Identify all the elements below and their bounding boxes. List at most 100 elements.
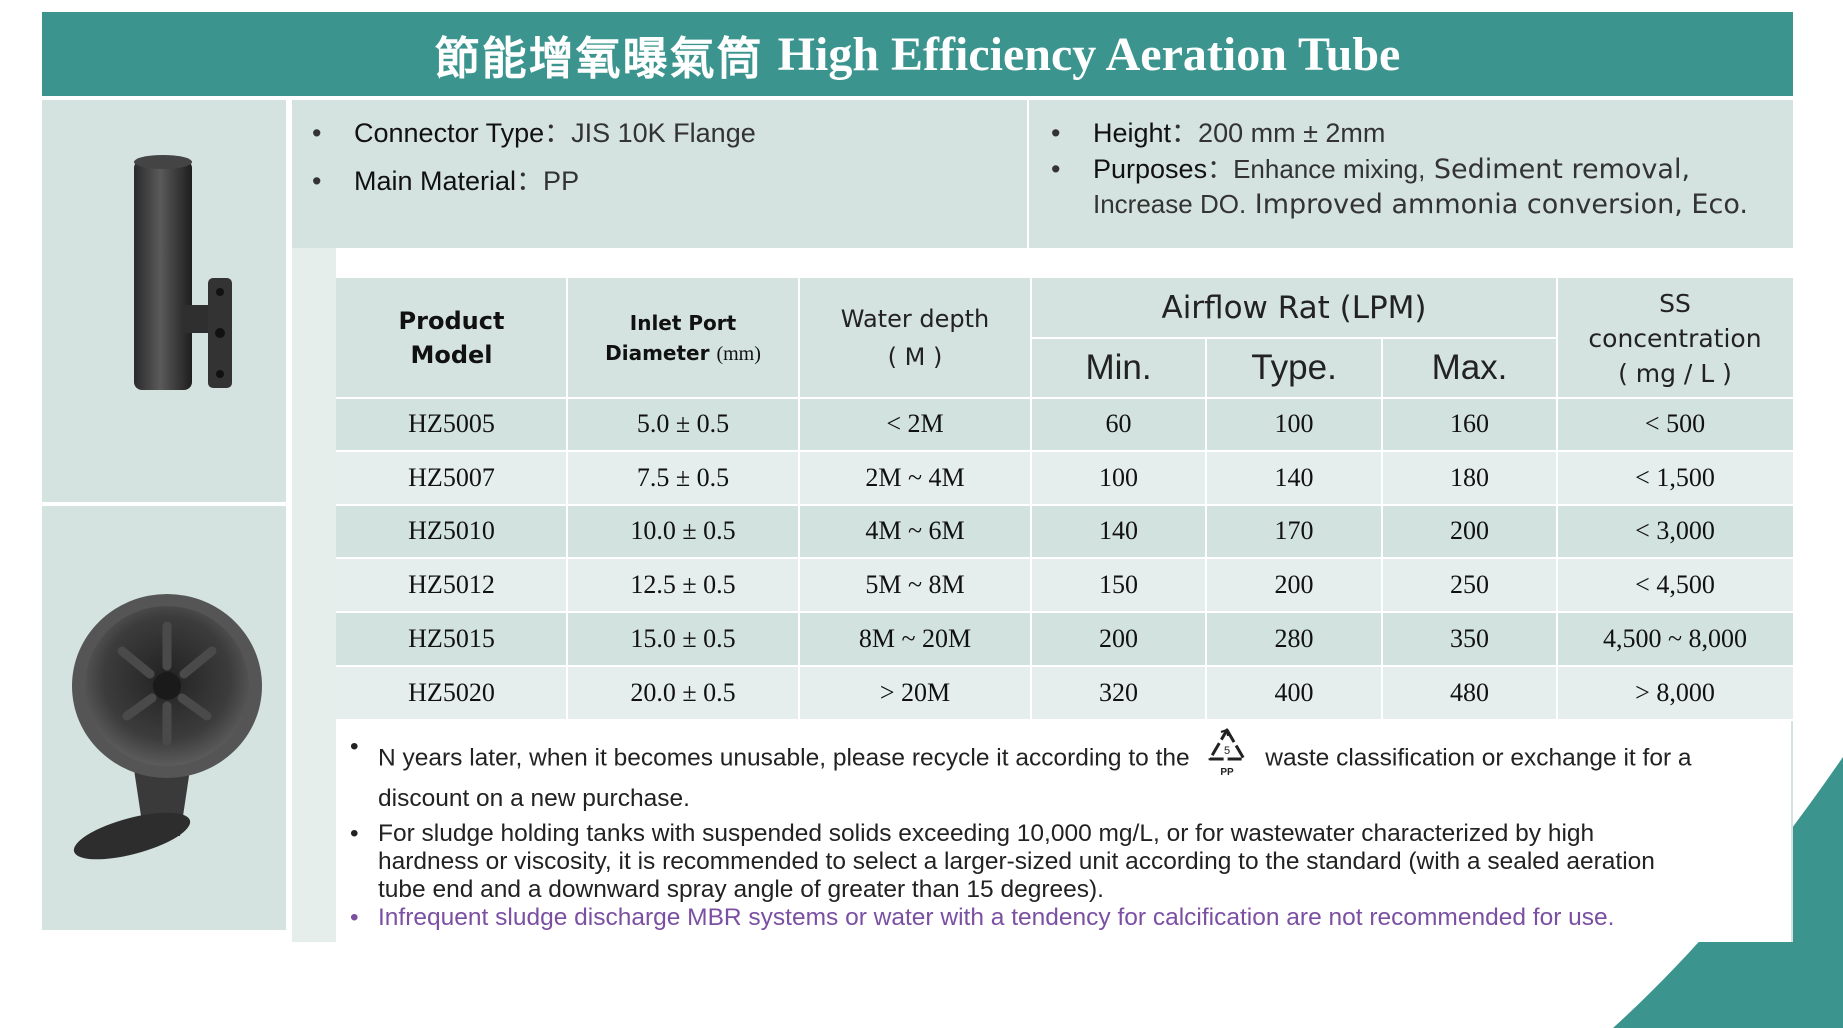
- bullet: •: [312, 118, 322, 148]
- cell-depth: 8M ~ 20M: [799, 613, 1031, 665]
- note2-line1: For sludge holding tanks with suspended …: [378, 820, 1595, 847]
- cell-inlet: 5.0 ± 0.5: [567, 398, 799, 450]
- note-sludge: • For sludge holding tanks with suspende…: [350, 820, 1758, 904]
- cell-model: HZ5010: [336, 505, 567, 558]
- cell-type: 280: [1206, 613, 1382, 665]
- bullet: •: [350, 733, 359, 760]
- cell-max: 200: [1382, 505, 1557, 558]
- spec-height-key: Height: [1093, 118, 1172, 148]
- header-ss-line3: ( mg / L ): [1618, 358, 1732, 388]
- cell-depth: > 20M: [799, 667, 1031, 719]
- spec-table-grid: Product Model Inlet Port Diameter (mm) Wat…: [336, 278, 1793, 721]
- notes-panel: • N years later, when it becomes unusabl…: [336, 721, 1793, 942]
- spec-right: • Height：200 mm ± 2mm • Purposes：Enhance…: [1031, 100, 1793, 248]
- header-ss-line1: SS: [1659, 288, 1691, 318]
- spec-connector: • Connector Type：JIS 10K Flange: [312, 116, 756, 150]
- cell-ss: < 3,000: [1557, 505, 1793, 558]
- grid-line: [566, 278, 568, 721]
- note2-line2: hardness or viscosity, it is recommended…: [378, 848, 1655, 875]
- image-column: [42, 100, 288, 930]
- cell-type: 200: [1206, 559, 1382, 612]
- cell-ss: > 8,000: [1557, 667, 1793, 719]
- spec-area: • Connector Type：JIS 10K Flange • Main M…: [292, 100, 1793, 248]
- header-airflow: Airflow Rat (LPM): [1031, 278, 1557, 338]
- grid-line: [1205, 338, 1207, 721]
- header-model-line1: Product: [398, 307, 505, 335]
- cell-ss: < 1,500: [1557, 451, 1793, 504]
- note1-part-c: discount on a new purchase.: [378, 785, 690, 812]
- spec-purposes-key: Purposes: [1093, 154, 1208, 184]
- grid-line: [1556, 278, 1558, 721]
- header-water-depth: Water depth ( M ): [799, 278, 1031, 398]
- header-water-line2: ( M ): [887, 343, 943, 371]
- bullet: •: [1051, 118, 1061, 148]
- header-type-label: Type.: [1251, 348, 1337, 387]
- spec-material-value: ：PP: [516, 166, 580, 196]
- note3-text: Infrequent sludge discharge MBR systems …: [378, 904, 1615, 931]
- header-max: Max.: [1382, 338, 1557, 398]
- cell-max: 180: [1382, 451, 1557, 504]
- cell-model: HZ5020: [336, 667, 567, 719]
- cell-type: 170: [1206, 505, 1382, 558]
- spec-left: • Connector Type：JIS 10K Flange • Main M…: [292, 100, 1029, 248]
- spec-purposes-value-c: Increase DO.: [1093, 189, 1247, 219]
- grid-line: [1381, 338, 1383, 721]
- cell-max: 480: [1382, 667, 1557, 719]
- spec-purposes: • Purposes：Enhance mixing, Sediment remo…: [1051, 152, 1783, 222]
- grid-line: [336, 397, 1793, 399]
- spec-connector-value: ：JIS 10K Flange: [544, 118, 756, 148]
- product-photo-top-panel: [42, 506, 288, 930]
- cell-ss: < 500: [1557, 398, 1793, 450]
- cell-type: 100: [1206, 398, 1382, 450]
- header-min: Min.: [1031, 338, 1206, 398]
- header-inlet-port: Inlet Port Diameter (mm): [567, 278, 799, 398]
- header-max-label: Max.: [1431, 348, 1508, 387]
- spec-purposes-value-b: Sediment removal,: [1425, 154, 1691, 185]
- cell-max: 250: [1382, 559, 1557, 612]
- cell-inlet: 20.0 ± 0.5: [567, 667, 799, 719]
- title-english: High Efficiency Aeration Tube: [777, 27, 1401, 81]
- cell-model: HZ5007: [336, 451, 567, 504]
- cell-min: 320: [1031, 667, 1206, 719]
- spec-height-value: ：200 mm ± 2mm: [1171, 118, 1386, 148]
- product-photo-side-panel: [42, 100, 288, 504]
- header-product-model: Product Model: [336, 278, 567, 398]
- product-sheet: 節能增氧曝氣筒 High Efficiency Aeration Tube: [42, 12, 1793, 942]
- bullet: •: [312, 166, 322, 196]
- spec-material: • Main Material：PP: [312, 164, 580, 198]
- spec-purposes-value-d: Improved ammonia conversion, Eco.: [1246, 189, 1748, 220]
- product-photo-top: [72, 594, 262, 860]
- corner-swoosh-decoration: [1613, 756, 1843, 1028]
- gap-strip: [292, 248, 336, 942]
- bullet: •: [1051, 154, 1061, 184]
- header-model-line2: Model: [410, 341, 493, 369]
- cell-model: HZ5012: [336, 559, 567, 612]
- grid-line: [1031, 337, 1557, 339]
- spec-connector-key: Connector Type: [354, 118, 545, 148]
- cell-inlet: 12.5 ± 0.5: [567, 559, 799, 612]
- spec-material-key: Main Material: [354, 166, 517, 196]
- header-water-line1: Water depth: [840, 305, 990, 333]
- cell-depth: 2M ~ 4M: [799, 451, 1031, 504]
- cell-min: 200: [1031, 613, 1206, 665]
- header-min-label: Min.: [1085, 348, 1152, 387]
- product-photo-side: [134, 155, 232, 390]
- cell-inlet: 10.0 ± 0.5: [567, 505, 799, 558]
- title-chinese: 節能增氧曝氣筒: [434, 31, 764, 85]
- spec-purposes-value-a: ：Enhance mixing,: [1207, 154, 1426, 184]
- bullet: •: [350, 904, 359, 931]
- title-bar: 節能增氧曝氣筒 High Efficiency Aeration Tube: [42, 12, 1793, 96]
- grid-line: [798, 278, 800, 721]
- note-recycle: • N years later, when it becomes unusabl…: [350, 728, 1758, 813]
- bullet: •: [350, 820, 359, 847]
- header-ss-line2: concentration: [1588, 323, 1762, 353]
- cell-inlet: 15.0 ± 0.5: [567, 613, 799, 665]
- header-inlet-unit: (mm): [716, 342, 761, 365]
- table-top-gap: [292, 248, 1793, 278]
- cell-max: 350: [1382, 613, 1557, 665]
- cell-ss: 4,500 ~ 8,000: [1557, 613, 1793, 665]
- cell-depth: 5M ~ 8M: [799, 559, 1031, 612]
- header-type: Type.: [1206, 338, 1382, 398]
- note1-part-a: N years later, when it becomes unusable,…: [378, 744, 1190, 772]
- header-inlet-line1: Inlet Port: [629, 310, 737, 335]
